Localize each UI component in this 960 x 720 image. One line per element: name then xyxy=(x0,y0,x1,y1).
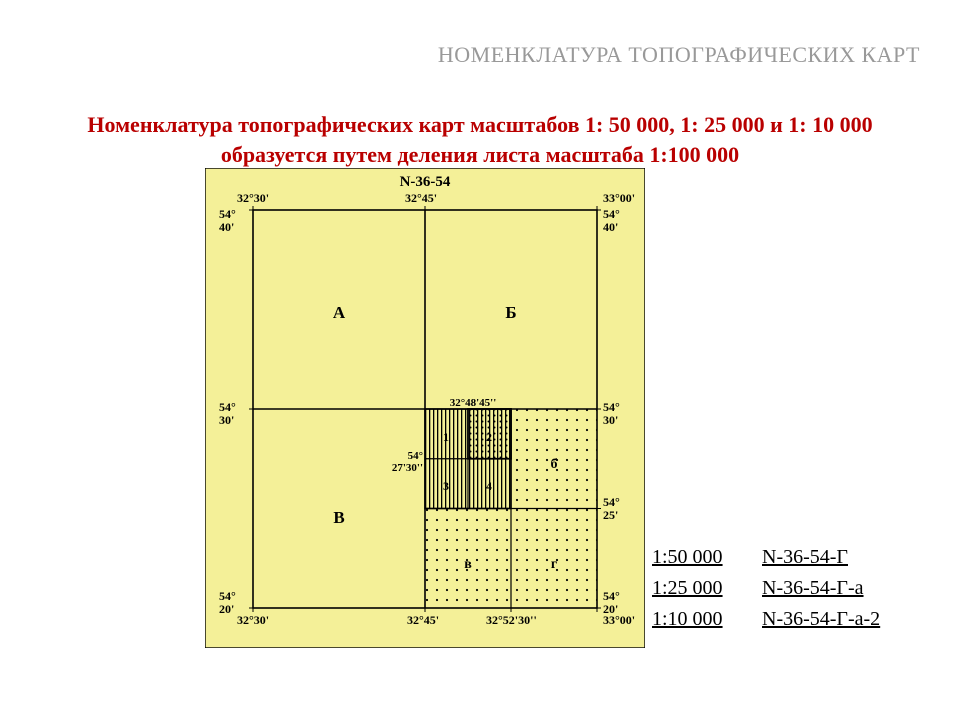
svg-text:2: 2 xyxy=(486,430,492,444)
nomenclature-figure: N-36-54 32°30' 32°45' 33°00' 32°30' 32°4… xyxy=(205,168,645,648)
svg-text:32°45': 32°45' xyxy=(405,191,437,205)
svg-text:54°: 54° xyxy=(603,495,620,509)
svg-text:54°: 54° xyxy=(219,589,236,603)
svg-text:54°: 54° xyxy=(603,589,620,603)
svg-text:54°: 54° xyxy=(219,207,236,221)
svg-text:20': 20' xyxy=(603,602,618,616)
subtitle: Номенклатура топографических карт масшта… xyxy=(40,110,920,169)
svg-text:4: 4 xyxy=(486,479,492,493)
svg-text:54°: 54° xyxy=(603,207,620,221)
svg-text:32°52'30'': 32°52'30'' xyxy=(486,613,537,627)
svg-text:А: А xyxy=(333,303,346,322)
svg-text:40': 40' xyxy=(219,220,234,234)
svg-text:32°48'45'': 32°48'45'' xyxy=(450,397,497,409)
svg-text:Б: Б xyxy=(505,303,516,322)
svg-text:3: 3 xyxy=(443,479,449,493)
svg-text:1: 1 xyxy=(443,430,449,444)
svg-text:в: в xyxy=(464,557,472,572)
legend-row: 1:25 000 N-36-54-Г-а xyxy=(652,577,880,600)
svg-text:30': 30' xyxy=(603,413,618,427)
svg-text:г: г xyxy=(551,557,557,572)
subtitle-line2: образуется путем деления листа масштаба … xyxy=(221,142,739,167)
svg-text:25': 25' xyxy=(603,508,618,522)
svg-text:20': 20' xyxy=(219,602,234,616)
legend-nom: N-36-54-Г-а xyxy=(762,577,864,600)
svg-text:40': 40' xyxy=(603,220,618,234)
legend-scale: 1:25 000 xyxy=(652,577,762,600)
legend-row: 1:50 000 N-36-54-Г xyxy=(652,546,880,569)
legend-scale: 1:10 000 xyxy=(652,608,762,631)
page-title: НОМЕНКЛАТУРА ТОПОГРАФИЧЕСКИХ КАРТ xyxy=(438,42,920,68)
legend-row: 1:10 000 N-36-54-Г-а-2 xyxy=(652,608,880,631)
svg-text:32°45': 32°45' xyxy=(407,613,439,627)
svg-text:33°00': 33°00' xyxy=(603,191,635,205)
svg-text:б: б xyxy=(551,457,558,472)
svg-text:54°: 54° xyxy=(408,450,423,462)
svg-text:30': 30' xyxy=(219,413,234,427)
svg-text:В: В xyxy=(333,508,344,527)
scale-legend: 1:50 000 N-36-54-Г 1:25 000 N-36-54-Г-а … xyxy=(652,546,880,639)
svg-text:32°30': 32°30' xyxy=(237,613,269,627)
legend-nom: N-36-54-Г xyxy=(762,546,848,569)
sheet-title: N-36-54 xyxy=(400,174,451,190)
svg-text:54°: 54° xyxy=(603,400,620,414)
subtitle-line1: Номенклатура топографических карт масшта… xyxy=(87,112,872,137)
svg-text:27'30'': 27'30'' xyxy=(392,462,423,474)
legend-nom: N-36-54-Г-а-2 xyxy=(762,608,880,631)
svg-text:54°: 54° xyxy=(219,400,236,414)
svg-text:32°30': 32°30' xyxy=(237,191,269,205)
legend-scale: 1:50 000 xyxy=(652,546,762,569)
